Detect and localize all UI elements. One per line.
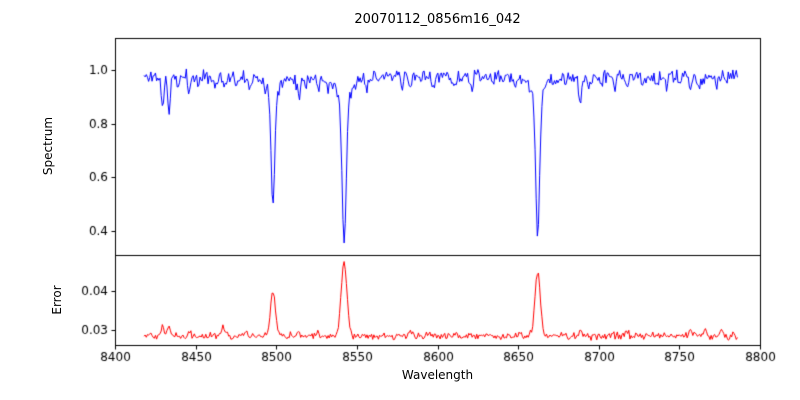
chart-title: 20070112_0856m16_042: [354, 12, 521, 27]
x-axis-label: Wavelength: [401, 368, 474, 382]
y-axis-label-error: Error: [50, 285, 64, 315]
y-axis-label-spectrum: Spectrum: [41, 116, 55, 176]
